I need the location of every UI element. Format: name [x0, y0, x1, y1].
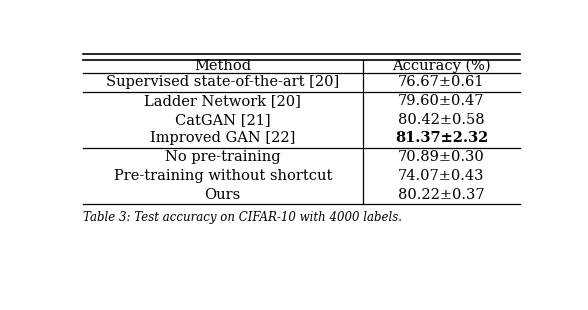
Text: Ladder Network [20]: Ladder Network [20]: [144, 94, 301, 108]
Text: 74.07±0.43: 74.07±0.43: [398, 169, 485, 183]
Text: 79.60±0.47: 79.60±0.47: [398, 94, 485, 108]
Text: 81.37±2.32: 81.37±2.32: [395, 131, 488, 145]
Text: Supervised state-of-the-art [20]: Supervised state-of-the-art [20]: [106, 75, 339, 89]
Text: Accuracy (%): Accuracy (%): [392, 59, 491, 73]
Text: 76.67±0.61: 76.67±0.61: [398, 75, 485, 89]
Text: No pre-training: No pre-training: [165, 150, 280, 164]
Text: Ours: Ours: [205, 188, 241, 202]
Text: Improved GAN [22]: Improved GAN [22]: [150, 131, 295, 145]
Text: 70.89±0.30: 70.89±0.30: [398, 150, 485, 164]
Text: Method: Method: [194, 59, 251, 73]
Text: Table 3: Test accuracy on CIFAR-10 with 4000 labels.: Table 3: Test accuracy on CIFAR-10 with …: [82, 211, 402, 224]
Text: 80.42±0.58: 80.42±0.58: [398, 113, 485, 127]
Text: 80.22±0.37: 80.22±0.37: [398, 188, 485, 202]
Text: Pre-training without shortcut: Pre-training without shortcut: [113, 169, 332, 183]
Text: CatGAN [21]: CatGAN [21]: [175, 113, 270, 127]
